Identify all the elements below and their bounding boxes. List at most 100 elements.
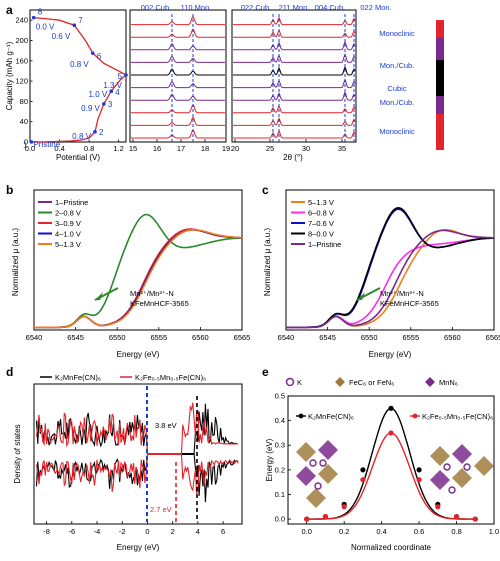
xrd-pattern-seg2 — [233, 53, 356, 63]
legend-e-top-2: FeC₆ or FeN₆ — [349, 378, 394, 387]
legend-e-marker-2 — [412, 413, 418, 419]
xrd-tick-label: 18 — [201, 144, 209, 153]
x-tick-label: 0.8 — [451, 527, 461, 536]
panel-a-xrd-plot: 002 Cub. 110 Mon. 022 Cub. 211 Mon. 004 Cub.… — [129, 3, 444, 162]
panel-label-c: c — [262, 183, 269, 197]
dos-spin-up — [35, 402, 239, 455]
x-tick-label: 6545 — [67, 333, 84, 342]
trend-arrowhead-c — [357, 292, 365, 300]
state-voltage-label: 0.6 V — [52, 32, 71, 41]
state-voltage-label: 1.3 V — [103, 81, 122, 90]
panel-label-a: a — [6, 3, 13, 17]
xrd-peak-label: 110 Mon. — [181, 3, 212, 12]
axis-label-b-mu: Normalized μ (a.u.) — [11, 228, 20, 297]
xrd-tick-label: 20 — [231, 144, 239, 153]
state-point — [90, 51, 95, 55]
x-tick-label: 6565 — [234, 333, 251, 342]
x-tick-label: 1.2 — [113, 144, 123, 153]
legend-label: 2–0.8 V — [55, 209, 81, 218]
state-point — [72, 23, 77, 28]
state-voltage-label: Pristine — [33, 140, 60, 149]
axis-label-d-energy: Energy (eV) — [117, 543, 160, 552]
state-point — [102, 102, 106, 106]
xrd-tick-label: 25 — [266, 144, 274, 153]
energy-data-point — [416, 477, 422, 483]
xrd-pattern-seg2 — [233, 65, 356, 76]
x-tick-label: 6550 — [361, 333, 378, 342]
phase-label: Monoclinic — [379, 127, 415, 136]
plot-frame-b — [33, 189, 243, 331]
phase-label: Monoclinic — [379, 29, 415, 38]
x-tick-label: 6545 — [319, 333, 336, 342]
x-tick-label: -8 — [43, 527, 50, 536]
x-tick-label: 0.0 — [25, 144, 35, 153]
xrd-tick-label: 17 — [177, 144, 185, 153]
annotation-b-line2: KFeMnHCF-3565 — [130, 299, 189, 308]
xrd-peak-label: 002 Cub. — [141, 3, 171, 12]
x-tick-label: 2 — [171, 527, 175, 536]
state-point-index: 7 — [78, 16, 83, 25]
energy-profile-curve — [306, 407, 476, 520]
xrd-peak-label: 004 Cub. — [315, 3, 345, 12]
legend-e-top-1: K — [297, 378, 302, 387]
gap-label-red: 2.7 eV — [150, 505, 172, 514]
state-point-index: 6 — [97, 52, 102, 61]
energy-data-point — [388, 430, 394, 436]
x-tick-label: 6 — [221, 527, 225, 536]
state-voltage-label: 1.0 V — [89, 90, 108, 99]
plot-frame-xrd-1 — [129, 9, 227, 143]
legend-e-top-3: MnN₆ — [439, 378, 458, 387]
x-tick-label: 0.0 — [302, 527, 312, 536]
state-point-index: 2 — [99, 128, 104, 137]
xrd-pattern-seg2 — [233, 28, 356, 38]
y-tick-label: 0.0 — [275, 515, 285, 524]
state-point — [109, 89, 114, 94]
xrd-peak-label: 211 Mon. — [279, 3, 310, 12]
xrd-pattern-seg2 — [233, 117, 356, 126]
state-point-index: 1 — [23, 141, 28, 150]
axis-label-d-dos: Density of states — [13, 424, 22, 483]
axis-label-e-energy: Energy (eV) — [265, 438, 274, 481]
state-point — [29, 140, 34, 144]
legend-e-series-2: K₂Fe₀.₅Mn₀.₅Fe(CN)₆ — [422, 412, 493, 421]
energy-data-point — [304, 516, 310, 522]
x-tick-label: -4 — [94, 527, 101, 536]
xrd-tick-label: 19 — [222, 144, 230, 153]
energy-data-point — [416, 467, 422, 473]
state-voltage-label: 0.8 V — [72, 132, 91, 141]
phase-label: Cubic — [387, 84, 406, 93]
xanes-curve — [34, 228, 243, 329]
xrd-pattern-seg1 — [131, 43, 225, 51]
xrd-tick-label: 16 — [153, 144, 161, 153]
state-voltage-label: 0.0 V — [36, 23, 55, 32]
plot-frame-e — [287, 395, 495, 525]
xrd-pattern-seg2 — [233, 78, 356, 89]
x-tick-label: 6540 — [278, 333, 295, 342]
panel-label-d: d — [6, 365, 13, 379]
legend-d-item-1: K₂MnFe(CN)₆ — [55, 373, 101, 382]
x-tick-label: 0.4 — [376, 527, 386, 536]
y-tick-label: 0 — [24, 138, 28, 147]
y-tick-label: 40 — [20, 117, 28, 126]
xrd-pattern-seg1 — [131, 103, 225, 114]
x-tick-label: 1.0 — [489, 527, 499, 536]
x-tick-label: 6555 — [402, 333, 419, 342]
y-tick-label: 0.5 — [275, 392, 285, 401]
x-tick-label: -2 — [119, 527, 126, 536]
x-tick-label: 6560 — [192, 333, 209, 342]
y-tick-label: 160 — [15, 56, 28, 65]
annotation-c-line2: KFeMnHCF-3565 — [380, 299, 439, 308]
legend-e-series-1: K₂MnFe(CN)₆ — [308, 412, 354, 421]
y-tick-label: 80 — [20, 97, 28, 106]
legend-label: 7–0.6 V — [308, 219, 334, 228]
panel-label-e: e — [262, 365, 269, 379]
capacity-curve — [31, 16, 128, 143]
x-tick-label: 0.8 — [84, 144, 94, 153]
xanes-curve — [286, 237, 494, 329]
energy-data-point — [341, 504, 347, 510]
legend-label: 4–1.0 V — [55, 230, 81, 239]
legend-d-item-2: K₂Fe₀.₅Mn₀.₅Fe(CN)₆ — [135, 373, 206, 382]
x-tick-label: 6565 — [486, 333, 500, 342]
xrd-pattern-seg1 — [131, 80, 225, 89]
